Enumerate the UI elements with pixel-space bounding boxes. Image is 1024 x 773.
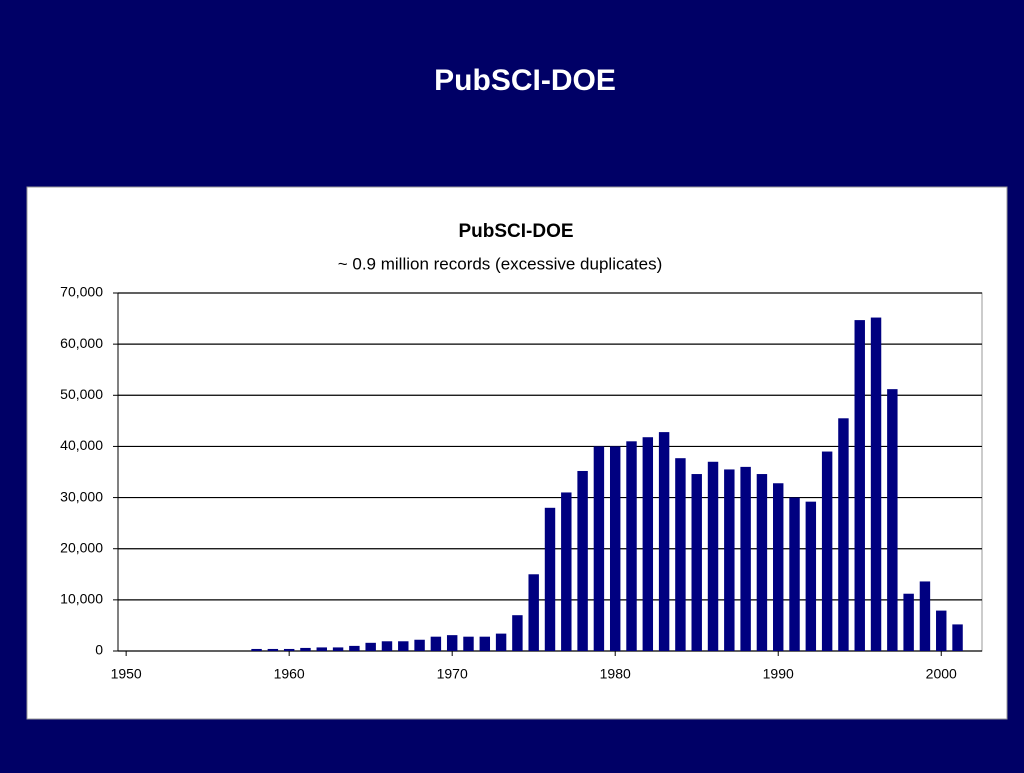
bar — [398, 641, 409, 651]
bar — [283, 648, 295, 651]
bar — [316, 647, 327, 651]
bar — [349, 645, 360, 651]
bar — [756, 474, 768, 651]
bar — [495, 633, 507, 651]
bar — [675, 458, 686, 651]
bar — [332, 647, 344, 651]
y-tick-label: 20,000 — [60, 539, 103, 555]
bar — [577, 470, 588, 651]
bar — [267, 648, 279, 651]
bar — [365, 642, 376, 651]
bar — [887, 389, 898, 651]
bar — [251, 648, 262, 651]
y-tick-label: 10,000 — [60, 591, 103, 607]
x-tick-label: 2000 — [926, 666, 957, 682]
bar — [446, 635, 458, 651]
bar — [740, 466, 751, 651]
x-tick-label: 1990 — [763, 666, 794, 682]
bar — [838, 418, 849, 651]
x-tick-label: 1970 — [437, 666, 468, 682]
bar — [642, 437, 654, 651]
x-tick-label: 1960 — [274, 666, 305, 682]
bar — [528, 574, 539, 651]
bar — [300, 647, 311, 651]
bar — [919, 581, 931, 651]
bar — [805, 501, 817, 651]
y-tick-label: 40,000 — [60, 437, 103, 453]
bar — [870, 317, 882, 651]
bar — [936, 610, 947, 651]
bar — [821, 451, 833, 651]
bar — [903, 593, 914, 651]
bar — [544, 507, 556, 651]
bar — [773, 483, 784, 651]
bar — [512, 615, 523, 651]
y-tick-label: 0 — [95, 642, 103, 658]
bar — [414, 639, 425, 651]
y-tick-label: 70,000 — [60, 284, 103, 300]
bar — [381, 641, 393, 651]
bar — [626, 441, 637, 651]
chart-title: PubSCI-DOE — [458, 221, 573, 242]
bar — [430, 636, 442, 651]
bar — [658, 432, 670, 651]
y-tick-label: 50,000 — [60, 386, 103, 402]
bar — [479, 636, 491, 651]
bar — [724, 469, 735, 651]
bar — [593, 446, 605, 651]
bar — [952, 624, 963, 651]
slide-title: PubSCI-DOE — [434, 64, 616, 97]
bar — [691, 474, 702, 651]
x-tick-label: 1950 — [111, 666, 142, 682]
bar — [609, 446, 621, 651]
y-tick-label: 60,000 — [60, 335, 103, 351]
x-tick-label: 1980 — [600, 666, 631, 682]
bar — [561, 492, 572, 651]
bar — [463, 636, 474, 651]
bar — [707, 461, 719, 651]
bar — [854, 320, 865, 651]
chart-subtitle: ~ 0.9 million records (excessive duplica… — [338, 254, 663, 273]
y-tick-label: 30,000 — [60, 488, 103, 504]
bar — [789, 497, 800, 651]
